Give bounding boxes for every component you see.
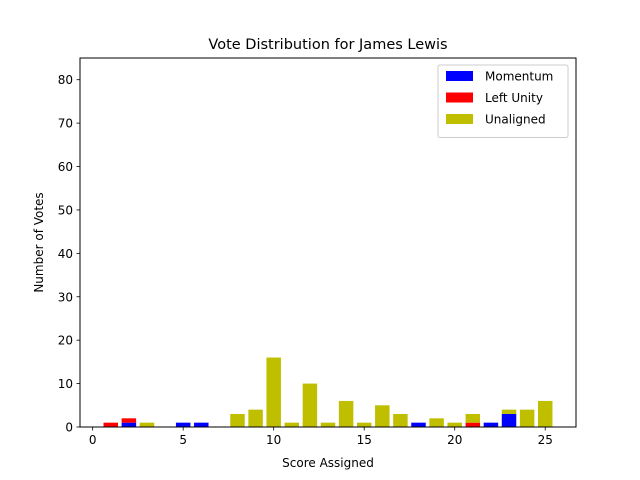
bar-unaligned-score-10 — [266, 357, 281, 427]
bar-unaligned-score-16 — [375, 405, 390, 427]
x-tick-label: 10 — [266, 433, 281, 447]
bar-momentum-score-6 — [194, 422, 209, 427]
bar-unaligned-score-8 — [230, 413, 245, 427]
plot-frame — [79, 57, 577, 428]
bar-unaligned-score-11 — [284, 422, 300, 427]
y-tick-label: 30 — [58, 290, 73, 304]
bar-unaligned-score-20 — [447, 422, 462, 427]
bar-unaligned-score-23 — [501, 409, 517, 414]
bar-unaligned-score-12 — [302, 383, 318, 427]
x-tick-label: 25 — [538, 433, 553, 447]
x-tick-label: 15 — [357, 433, 372, 447]
bar-unaligned-score-24 — [519, 409, 535, 427]
x-tick-label: 5 — [179, 433, 187, 447]
legend: Momentum Left Unity Unaligned — [437, 64, 569, 138]
y-axis-label: Number of Votes — [32, 192, 46, 292]
bar-left-unity-score-1 — [103, 422, 119, 427]
bar-unaligned-score-25 — [537, 400, 553, 427]
bar-unaligned-score-15 — [356, 422, 372, 427]
x-axis-label: Score Assigned — [282, 456, 374, 470]
bar-unaligned-score-17 — [393, 413, 408, 427]
bar-unaligned-score-13 — [320, 422, 336, 427]
bars-layer — [103, 357, 553, 427]
legend-label-unaligned: Unaligned — [485, 113, 546, 127]
bar-momentum-score-2 — [121, 422, 137, 427]
y-tick-label: 60 — [58, 160, 73, 174]
y-tick-label: 70 — [58, 117, 73, 131]
bar-momentum-score-5 — [175, 422, 191, 427]
y-tick-label: 40 — [58, 247, 73, 261]
legend-swatch-momentum — [446, 71, 473, 81]
bar-left-unity-score-21 — [465, 422, 481, 427]
x-axis-ticks: 0 5 10 15 20 25 — [89, 427, 553, 447]
bar-left-unity-score-2 — [121, 418, 137, 423]
chart-title: Vote Distribution for James Lewis — [208, 37, 447, 53]
bar-momentum-score-22 — [483, 422, 499, 427]
y-tick-label: 50 — [58, 203, 73, 217]
legend-swatch-unaligned — [446, 114, 473, 124]
bar-momentum-score-18 — [411, 422, 426, 427]
y-tick-label: 80 — [58, 73, 73, 87]
legend-label-left-unity: Left Unity — [485, 91, 543, 105]
bar-unaligned-score-9 — [248, 409, 263, 427]
bar-unaligned-score-14 — [338, 400, 354, 427]
x-tick-label: 20 — [447, 433, 462, 447]
y-tick-label: 10 — [58, 377, 73, 391]
y-tick-label: 20 — [58, 334, 73, 348]
bar-momentum-score-23 — [501, 413, 517, 427]
bar-unaligned-score-19 — [429, 418, 444, 427]
x-tick-label: 0 — [89, 433, 97, 447]
bar-unaligned-score-3 — [139, 422, 155, 427]
y-axis-ticks: 0 10 20 30 40 50 60 70 80 — [58, 73, 80, 435]
bar-unaligned-score-21 — [465, 413, 481, 423]
legend-swatch-left-unity — [446, 92, 473, 103]
y-tick-label: 0 — [65, 421, 73, 435]
legend-label-momentum: Momentum — [485, 70, 553, 84]
